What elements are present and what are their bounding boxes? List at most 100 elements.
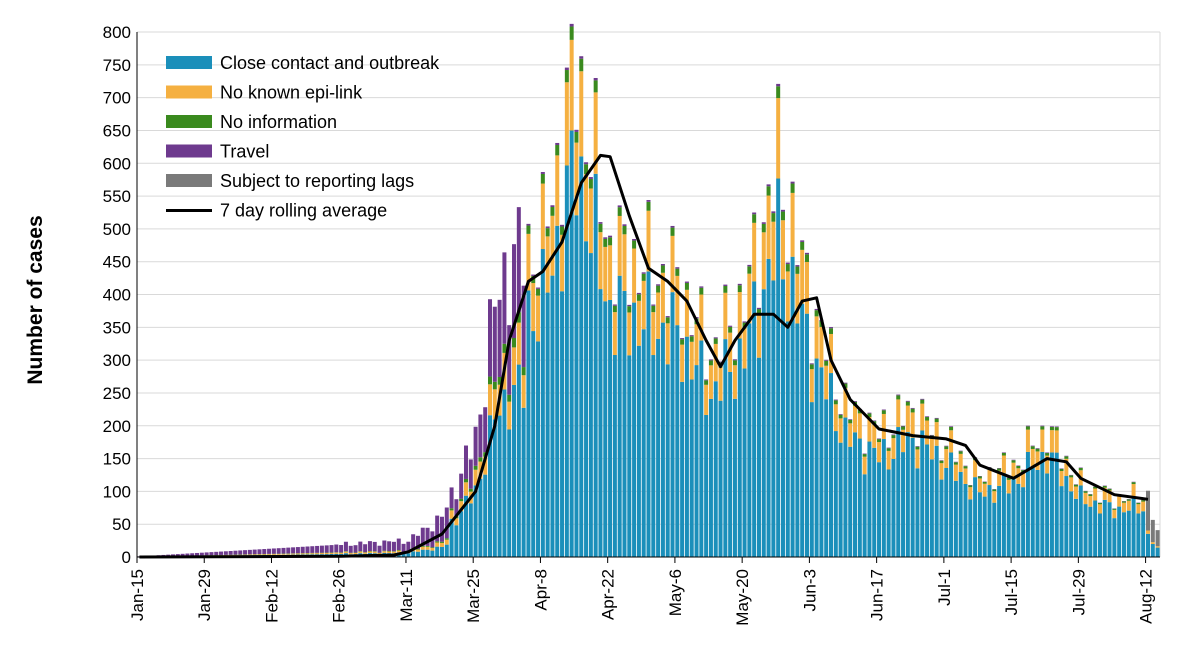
bar-segment — [228, 551, 233, 555]
bar-segment — [1059, 471, 1064, 487]
bar-segment — [747, 323, 752, 557]
bar-segment — [310, 553, 315, 555]
y-tick-label: 50 — [112, 515, 131, 534]
legend-swatch — [166, 85, 212, 99]
bar-segment — [1035, 469, 1040, 557]
bar-segment — [1093, 488, 1098, 501]
bar-segment — [584, 241, 589, 557]
bar-segment — [756, 357, 761, 557]
bar-segment — [944, 468, 949, 557]
bar-segment — [670, 292, 675, 557]
x-tick-label: Feb-12 — [262, 569, 281, 623]
x-tick-label: Mar-25 — [464, 569, 483, 623]
bar-segment — [848, 419, 853, 424]
bar-segment — [905, 405, 910, 433]
x-tick-label: Jul-29 — [1069, 569, 1088, 615]
bar-segment — [651, 304, 656, 306]
bar-segment — [584, 164, 589, 175]
bar-segment — [766, 184, 771, 187]
bar-segment — [401, 553, 406, 557]
bar-segment — [761, 223, 766, 233]
bar-segment — [675, 268, 680, 276]
bar-segment — [829, 373, 834, 557]
bar-segment — [1150, 542, 1155, 545]
bar-segment — [569, 23, 574, 27]
bar-segment — [324, 545, 329, 553]
bar-segment — [953, 464, 958, 481]
bar-segment — [838, 418, 843, 443]
bar-segment — [891, 434, 896, 436]
bar-segment — [555, 225, 560, 557]
y-tick-label: 350 — [103, 318, 131, 337]
bar-segment — [358, 551, 363, 554]
bar-segment — [488, 384, 493, 416]
bar-segment — [982, 483, 987, 497]
bar-segment — [699, 340, 704, 557]
bar-segment — [233, 554, 238, 556]
bar-segment — [171, 554, 176, 557]
bar-segment — [742, 368, 747, 557]
bar-segment — [934, 422, 939, 446]
bar-segment — [435, 542, 440, 547]
bar-segment — [483, 407, 488, 453]
bar-segment — [838, 442, 843, 557]
x-tick-label: Jun-3 — [800, 569, 819, 612]
bar-segment — [694, 365, 699, 557]
bar-segment — [766, 186, 771, 196]
rolling-average-line — [139, 153, 1149, 559]
bar-segment — [713, 381, 718, 557]
bar-segment — [699, 294, 704, 341]
bar-segment — [795, 273, 800, 324]
bar-segment — [1121, 501, 1126, 503]
bar-segment — [776, 98, 781, 179]
bar-segment — [632, 238, 637, 241]
bar-segment — [536, 295, 541, 342]
bar-segment — [944, 449, 949, 469]
bar-segment — [728, 325, 733, 327]
bar-segment — [680, 339, 685, 345]
bar-segment — [305, 553, 310, 555]
bar-segment — [531, 283, 536, 332]
bar-segment — [785, 271, 790, 322]
bar-segment — [300, 553, 305, 555]
bar-segment — [444, 507, 449, 539]
bar-segment — [473, 469, 478, 486]
bar-segment — [411, 534, 416, 549]
bar-segment — [838, 414, 843, 415]
bar-segment — [459, 511, 464, 557]
bar-segment — [1025, 425, 1030, 427]
bar-segment — [1045, 453, 1050, 456]
bar-segment — [526, 223, 531, 226]
bar-segment — [315, 553, 320, 555]
y-tick-label: 300 — [103, 351, 131, 370]
bar-segment — [267, 554, 272, 555]
bar-segment — [824, 360, 829, 366]
bar-segment — [545, 292, 550, 557]
bar-segment — [468, 503, 473, 557]
bar-segment — [752, 281, 757, 557]
bar-segment — [588, 188, 593, 254]
bar-segment — [550, 205, 555, 208]
bar-segment — [800, 241, 805, 250]
bar-segment — [536, 341, 541, 557]
bar-segment — [776, 86, 781, 99]
bar-segment — [1073, 484, 1078, 487]
bar-segment — [415, 549, 420, 552]
y-tick-label: 450 — [103, 253, 131, 272]
bar-segment — [713, 337, 718, 339]
bar-segment — [339, 552, 344, 555]
bar-segment — [564, 82, 569, 166]
bar-segment — [209, 552, 214, 556]
bar-segment — [1025, 429, 1030, 452]
bar-segment — [761, 222, 766, 224]
bar-segment — [833, 400, 838, 405]
bar-segment — [478, 478, 483, 557]
bar-segment — [1040, 451, 1045, 557]
y-tick-label: 150 — [103, 450, 131, 469]
bar-segment — [473, 485, 478, 557]
bar-segment — [603, 301, 608, 557]
bar-segment — [415, 551, 420, 557]
bar-segment — [579, 58, 584, 72]
bar-segment — [853, 401, 858, 402]
bar-segment — [411, 551, 416, 557]
